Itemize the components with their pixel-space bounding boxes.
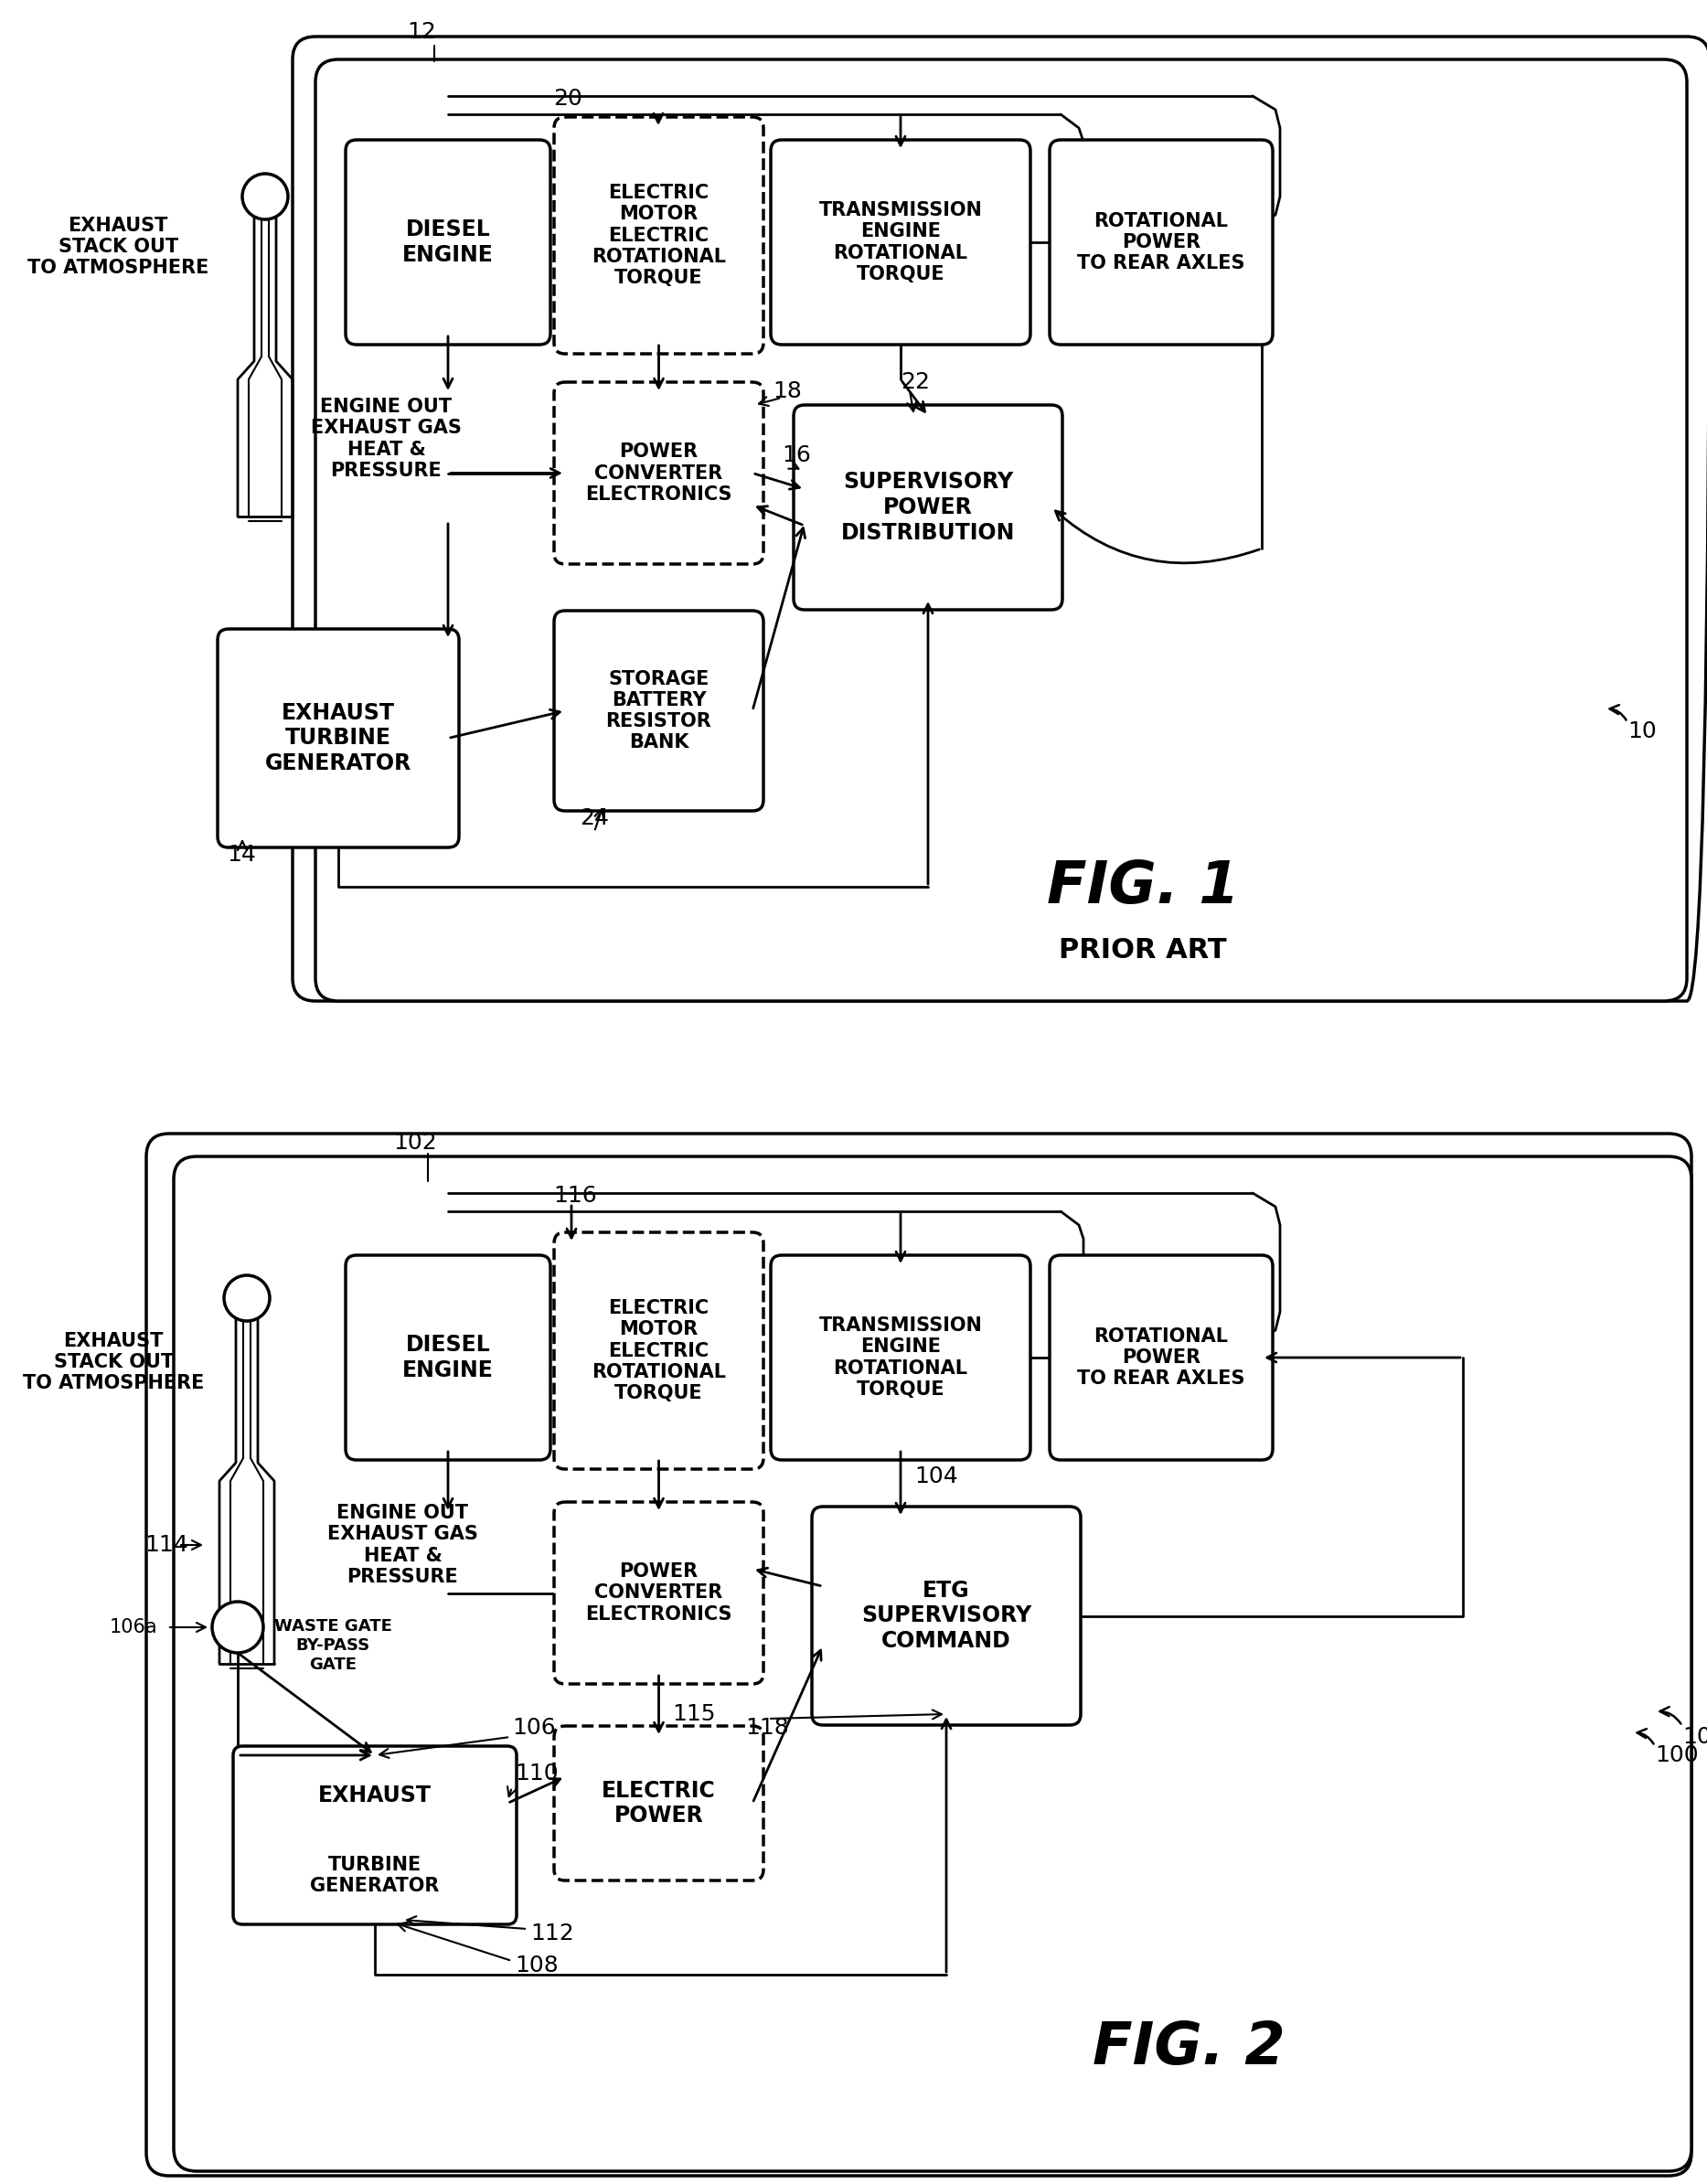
Text: FIG. 1: FIG. 1: [1046, 858, 1239, 915]
Text: 115: 115: [673, 1704, 715, 1725]
Text: ROTATIONAL
POWER
TO REAR AXLES: ROTATIONAL POWER TO REAR AXLES: [1077, 212, 1244, 273]
Text: EXHAUST: EXHAUST: [318, 1784, 432, 1806]
Text: 100: 100: [1683, 1725, 1707, 1747]
Text: WASTE GATE
BY-PASS
GATE: WASTE GATE BY-PASS GATE: [275, 1618, 393, 1673]
Text: 24: 24: [580, 808, 609, 830]
FancyBboxPatch shape: [316, 59, 1687, 1000]
Circle shape: [242, 175, 288, 218]
FancyBboxPatch shape: [555, 382, 763, 563]
Text: 112: 112: [531, 1922, 574, 1944]
Text: 110: 110: [516, 1762, 558, 1784]
Text: 106a: 106a: [109, 1618, 157, 1636]
Text: 100: 100: [1654, 1745, 1698, 1767]
Text: DIESEL
ENGINE: DIESEL ENGINE: [403, 1334, 493, 1380]
Text: 104: 104: [915, 1465, 958, 1487]
Text: 10: 10: [1627, 721, 1656, 743]
FancyBboxPatch shape: [555, 1725, 763, 1880]
Text: 14: 14: [227, 843, 256, 865]
Text: ENGINE OUT
EXHAUST GAS
HEAT &
PRESSURE: ENGINE OUT EXHAUST GAS HEAT & PRESSURE: [311, 397, 461, 480]
FancyBboxPatch shape: [772, 140, 1031, 345]
FancyBboxPatch shape: [345, 1256, 550, 1459]
Circle shape: [224, 1275, 270, 1321]
FancyBboxPatch shape: [1050, 1256, 1273, 1459]
Text: ETG
SUPERVISORY
COMMAND: ETG SUPERVISORY COMMAND: [860, 1579, 1031, 1653]
FancyBboxPatch shape: [555, 612, 763, 810]
Text: 18: 18: [773, 380, 802, 402]
Text: EXHAUST
STACK OUT
TO ATMOSPHERE: EXHAUST STACK OUT TO ATMOSPHERE: [22, 1332, 205, 1393]
Text: FIG. 2: FIG. 2: [1092, 2020, 1285, 2077]
Text: 108: 108: [516, 1955, 558, 1977]
Text: DIESEL
ENGINE: DIESEL ENGINE: [403, 218, 493, 266]
FancyBboxPatch shape: [794, 404, 1062, 609]
Text: 22: 22: [901, 371, 930, 393]
Text: STORAGE
BATTERY
RESISTOR
BANK: STORAGE BATTERY RESISTOR BANK: [606, 670, 712, 751]
FancyBboxPatch shape: [555, 1503, 763, 1684]
FancyBboxPatch shape: [813, 1507, 1081, 1725]
Text: ELECTRIC
MOTOR
ELECTRIC
ROTATIONAL
TORQUE: ELECTRIC MOTOR ELECTRIC ROTATIONAL TORQU…: [592, 1299, 725, 1402]
Text: PRIOR ART: PRIOR ART: [1058, 937, 1227, 963]
Text: 102: 102: [393, 1131, 437, 1153]
FancyBboxPatch shape: [234, 1745, 517, 1924]
Circle shape: [212, 1601, 263, 1653]
Text: TRANSMISSION
ENGINE
ROTATIONAL
TORQUE: TRANSMISSION ENGINE ROTATIONAL TORQUE: [819, 1317, 982, 1398]
FancyBboxPatch shape: [1050, 140, 1273, 345]
Text: TURBINE
GENERATOR: TURBINE GENERATOR: [311, 1856, 439, 1896]
Text: ELECTRIC
MOTOR
ELECTRIC
ROTATIONAL
TORQUE: ELECTRIC MOTOR ELECTRIC ROTATIONAL TORQU…: [592, 183, 725, 286]
Text: 16: 16: [782, 443, 811, 465]
Text: 12: 12: [406, 22, 435, 44]
FancyBboxPatch shape: [555, 1232, 763, 1470]
Text: 114: 114: [145, 1533, 188, 1555]
Text: 106: 106: [512, 1717, 556, 1738]
Text: 118: 118: [746, 1717, 789, 1738]
Text: TRANSMISSION
ENGINE
ROTATIONAL
TORQUE: TRANSMISSION ENGINE ROTATIONAL TORQUE: [819, 201, 982, 284]
FancyBboxPatch shape: [217, 629, 459, 847]
Text: POWER
CONVERTER
ELECTRONICS: POWER CONVERTER ELECTRONICS: [586, 1562, 732, 1623]
Text: 20: 20: [553, 87, 582, 109]
FancyBboxPatch shape: [345, 140, 550, 345]
Text: EXHAUST
STACK OUT
TO ATMOSPHERE: EXHAUST STACK OUT TO ATMOSPHERE: [27, 216, 208, 277]
Text: SUPERVISORY
POWER
DISTRIBUTION: SUPERVISORY POWER DISTRIBUTION: [842, 472, 1016, 544]
Text: ELECTRIC
POWER: ELECTRIC POWER: [603, 1780, 715, 1828]
Text: POWER
CONVERTER
ELECTRONICS: POWER CONVERTER ELECTRONICS: [586, 443, 732, 505]
Text: ROTATIONAL
POWER
TO REAR AXLES: ROTATIONAL POWER TO REAR AXLES: [1077, 1328, 1244, 1387]
Text: ENGINE OUT
EXHAUST GAS
HEAT &
PRESSURE: ENGINE OUT EXHAUST GAS HEAT & PRESSURE: [328, 1505, 478, 1586]
FancyBboxPatch shape: [772, 1256, 1031, 1459]
FancyBboxPatch shape: [555, 118, 763, 354]
Text: 116: 116: [553, 1184, 597, 1208]
Text: EXHAUST
TURBINE
GENERATOR: EXHAUST TURBINE GENERATOR: [265, 701, 411, 775]
FancyBboxPatch shape: [174, 1158, 1692, 2171]
